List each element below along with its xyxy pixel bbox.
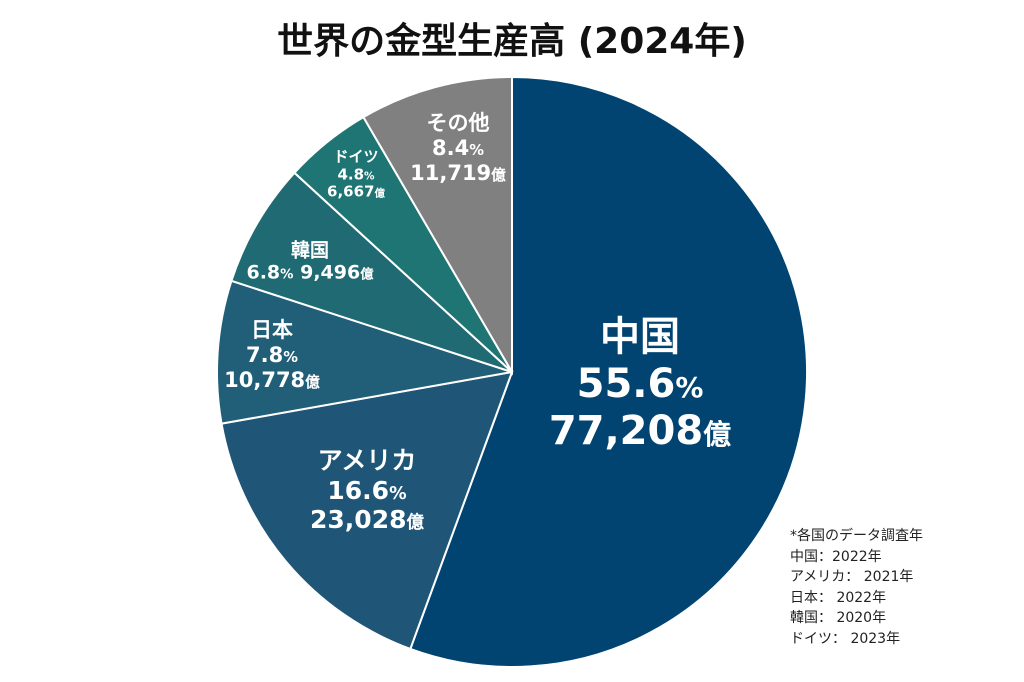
pie-slice-0 [409, 75, 808, 668]
slice-label: アメリカ 16.6% 23,028億 [310, 446, 424, 535]
unit: 億 [491, 166, 506, 184]
slice-percent: 4.8 [337, 165, 365, 184]
note-line: 中国：2022年 [790, 548, 882, 565]
slice-percent: 55.6 [576, 361, 676, 408]
slice-value: 77,208 [548, 408, 704, 455]
pie-slice-1 [220, 370, 514, 651]
slice-label: 中国 55.6% 77,208億 [549, 314, 731, 456]
percent-sign: % [364, 170, 375, 183]
percent-sign: % [280, 268, 294, 283]
slice-value: 10,778 [224, 367, 306, 392]
slice-label: 日本 7.8% 10,778億 [224, 318, 320, 392]
slice-name: その他 [426, 110, 490, 135]
note-line: 韓国： 2020年 [790, 610, 887, 626]
slice-percent: 7.8 [246, 342, 284, 367]
unit: 億 [703, 418, 732, 452]
slice-name: 中国 [600, 314, 680, 361]
slice-name: ドイツ [333, 147, 379, 166]
slice-name: 韓国 [290, 239, 329, 262]
note-line: アメリカ： 2021年 [790, 569, 914, 585]
chart-title: 世界の金型生産高 (2024年) [277, 21, 747, 62]
unit: 億 [374, 187, 385, 200]
percent-sign: % [675, 371, 704, 405]
note-line: ドイツ： 2023年 [790, 630, 901, 647]
slice-percent: 16.6 [327, 475, 390, 505]
pie-slice-3 [230, 171, 513, 373]
slice-value: 11,719 [410, 160, 492, 185]
percent-sign: % [389, 483, 407, 504]
slice-label: その他 8.4% 11,719億 [410, 111, 506, 185]
slice-label: ドイツ 4.8% 6,667億 [327, 148, 385, 201]
slice-value: 23,028 [310, 504, 407, 534]
slice-percent: 8.4 [432, 135, 470, 160]
pie-slice-2 [216, 279, 513, 425]
notes-heading: *各国のデータ調査年 [790, 528, 923, 544]
slice-label: 韓国 6.8% 9,496億 [246, 240, 373, 285]
slice-name: アメリカ [317, 445, 417, 475]
percent-sign: % [469, 141, 484, 159]
unit: 億 [406, 512, 424, 533]
pie-slice-5 [362, 75, 513, 376]
slice-name: 日本 [251, 317, 293, 342]
slice-value: 6,667 [327, 182, 375, 201]
percent-sign: % [283, 348, 298, 366]
note-line: 日本： 2022年 [790, 589, 887, 606]
unit: 億 [360, 268, 374, 283]
survey-year-notes: *各国のデータ調査年 中国：2022年 アメリカ： 2021年 日本： 2022… [790, 526, 923, 649]
slice-percent: 6.8 [246, 262, 281, 284]
slice-value: 9,496 [300, 262, 361, 284]
unit: 億 [305, 373, 320, 391]
